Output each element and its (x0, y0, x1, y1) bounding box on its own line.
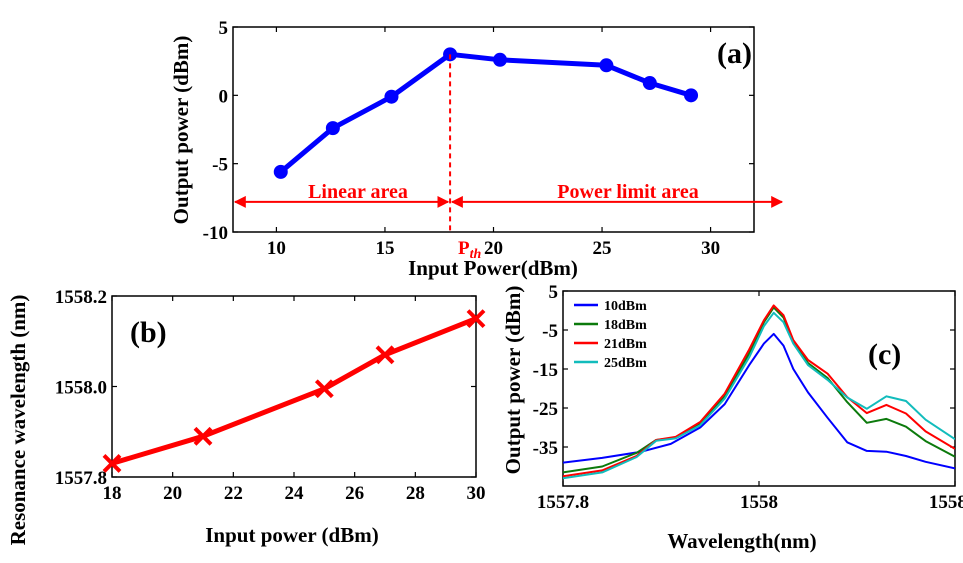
data-point (599, 58, 614, 73)
y-tick-label: 0 (219, 86, 229, 107)
panel-a-label: (a) (717, 37, 752, 70)
panel-c: (c) Output power (dBm) Wavelength(nm) 15… (501, 282, 963, 553)
y-tick-label: 1558.2 (55, 287, 107, 308)
panel-b-y-axis-label: Resonance wavelength (nm) (6, 295, 30, 546)
series-line-10dBm (563, 332, 955, 470)
y-tick-label: -10 (203, 223, 228, 244)
panel-a-series (273, 47, 699, 179)
panel-c-x-axis-label: Wavelength(nm) (667, 529, 816, 553)
panel-c-ticks: 1557.8 1558 1558.2 5 -5 -15 -25 -35 (533, 282, 963, 513)
data-point (493, 52, 508, 67)
legend-entry: 25dBm (604, 356, 647, 371)
x-tick-label: 30 (701, 238, 720, 259)
panel-a-ticks: 10 15 20 25 30 5 0 -5 -10 (203, 18, 754, 259)
y-tick-label: 5 (549, 282, 559, 303)
y-tick-label: -5 (542, 321, 558, 342)
panel-b-ticks: 18 20 22 24 26 28 30 1558.2 1558.0 1557.8 (55, 287, 486, 504)
panel-c-label: (c) (868, 338, 901, 371)
x-tick-label: 1558 (740, 492, 778, 513)
legend-entry: 18dBm (604, 318, 647, 333)
data-point-x-marker (193, 426, 213, 446)
panel-a-annotations: Linear area Power limit area Pth (233, 54, 784, 262)
panel-a-y-axis-label: Output power (dBm) (169, 36, 193, 225)
x-tick-label: 1558.2 (929, 492, 963, 513)
legend-entry: 10dBm (604, 299, 647, 314)
data-point-x-marker (466, 309, 486, 329)
x-tick-label: 25 (593, 238, 612, 259)
legend-entry: 21dBm (604, 337, 647, 352)
y-tick-label: 5 (219, 18, 229, 39)
series-line (279, 51, 692, 174)
x-tick-label: 24 (285, 483, 305, 504)
panel-a-x-axis-label: Input Power(dBm) (408, 256, 578, 280)
panel-c-series (563, 304, 955, 480)
x-tick-label: 28 (406, 483, 425, 504)
panel-b: (b) Resonance wavelength (nm) Input powe… (6, 287, 486, 547)
power-limit-area-label: Power limit area (557, 181, 698, 203)
y-tick-label: -25 (533, 399, 558, 420)
data-point (642, 76, 657, 91)
y-tick-label: -35 (533, 438, 558, 459)
x-tick-label: 10 (267, 238, 286, 259)
panel-b-x-axis-label: Input power (dBm) (205, 523, 378, 547)
panel-b-label: (b) (130, 316, 167, 349)
panel-c-legend: 10dBm 18dBm 21dBm 25dBm (574, 299, 647, 371)
series-line-25dBm (563, 311, 955, 480)
x-tick-label: 30 (467, 483, 486, 504)
y-tick-label: 1557.8 (55, 468, 107, 489)
x-tick-label: 26 (345, 483, 364, 504)
data-point-x-marker (314, 379, 334, 399)
panel-c-y-axis-label: Output power (dBm) (501, 286, 525, 475)
x-tick-label: 20 (484, 238, 503, 259)
data-point (325, 121, 340, 136)
y-tick-label: 1558.0 (55, 378, 107, 399)
x-tick-label: 15 (375, 238, 394, 259)
data-point (384, 89, 399, 104)
data-point (273, 164, 288, 179)
linear-area-label: Linear area (308, 181, 408, 203)
panel-a: (a) Output power (dBm) Input Power(dBm) … (169, 18, 784, 280)
threshold-label: Pth (458, 238, 481, 262)
x-tick-label: 22 (224, 483, 243, 504)
panel-b-series (102, 309, 486, 473)
data-point-x-marker (375, 345, 395, 365)
y-tick-label: -5 (212, 155, 228, 176)
x-tick-label: 1557.8 (537, 492, 589, 513)
x-tick-label: 20 (163, 483, 182, 504)
y-tick-label: -15 (533, 360, 558, 381)
data-point-x-marker (102, 454, 122, 473)
data-point (684, 88, 699, 103)
x-tick-label: 18 (103, 483, 122, 504)
